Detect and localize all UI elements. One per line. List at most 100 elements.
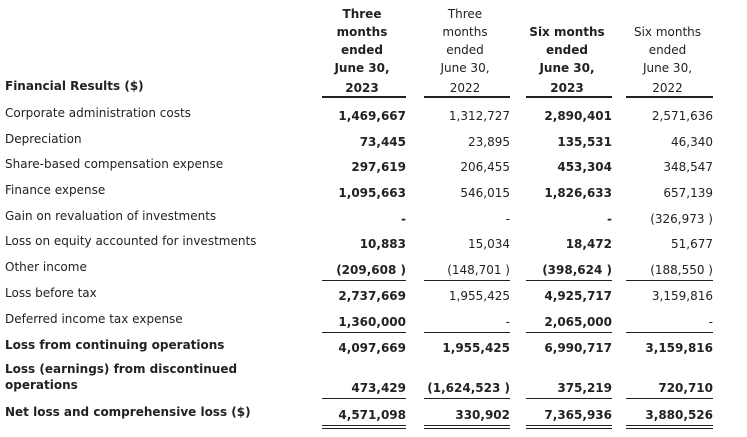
row-label: Deferred income tax expense [5,312,183,326]
cell: 2,737,669 [338,289,406,303]
column-header: ended [446,43,484,57]
cell: - [505,212,510,226]
cell-rule [626,332,713,333]
cell: - [708,315,713,329]
column-header: June 30, [440,61,490,75]
column-header: ended [546,43,588,57]
cell: - [505,315,510,329]
cell: 2,065,000 [544,315,612,329]
cell-rule [626,280,713,281]
cell: 4,097,669 [338,341,406,355]
header-rule [424,96,510,98]
cell: 4,925,717 [544,289,612,303]
cell: 46,340 [671,135,713,149]
column-header: 2023 [550,81,584,95]
column-header: 2023 [345,81,379,95]
cell: 4,571,098 [338,408,406,422]
cell-rule [424,425,510,426]
column-header: months [442,25,488,39]
cell: (326,973 ) [650,212,713,226]
row-label: Depreciation [5,132,82,146]
cell: (1,624,523 ) [427,381,510,395]
cell-rule [526,428,612,429]
column-header: months [336,25,388,39]
cell: 10,883 [359,237,406,251]
cell: 657,139 [663,186,713,200]
cell: 206,455 [460,160,510,174]
cell: (188,550 ) [650,263,713,277]
cell-rule [626,398,713,399]
cell: 1,469,667 [338,109,406,123]
cell: 375,219 [557,381,612,395]
cell: (398,624 ) [542,263,612,277]
column-header: Six months [633,25,702,39]
cell-rule [526,425,612,426]
cell: 348,547 [663,160,713,174]
cell: 720,710 [658,381,713,395]
cell: 1,312,727 [448,109,510,123]
cell: 297,619 [351,160,406,174]
column-header: June 30, [642,61,693,75]
row-label: Finance expense [5,183,106,197]
cell-rule [526,398,612,399]
cell-rule [424,428,510,429]
cell: 51,677 [671,237,713,251]
column-header: ended [648,43,687,57]
header-label: Financial Results ($) [5,79,144,93]
column-header: ended [341,43,383,57]
row-label: Loss on equity accounted for investments [5,234,257,248]
cell: 73,445 [359,135,406,149]
column-header: June 30, [539,61,595,75]
cell: 1,955,425 [448,289,510,303]
cell: 3,880,526 [645,408,713,422]
row-label: Share-based compensation expense [5,157,224,171]
row-label: Net loss and comprehensive loss ($) [5,405,251,419]
row-label: Other income [5,260,87,274]
header-rule [526,96,612,98]
cell-rule [322,332,406,333]
cell-rule [424,280,510,281]
cell: 330,902 [455,408,510,422]
cell: - [401,212,406,226]
cell: 453,304 [557,160,612,174]
cell: 6,990,717 [544,341,612,355]
column-header: June 30, [334,61,390,75]
cell-rule [626,425,713,426]
cell-rule [322,398,406,399]
row-label: Gain on revaluation of investments [5,209,217,223]
row-label: Corporate administration costs [5,106,191,120]
row-label: Loss (earnings) from discontinued operat… [5,362,238,392]
cell: 2,890,401 [544,109,612,123]
cell: 1,955,425 [442,341,510,355]
cell: 18,472 [565,237,612,251]
cell: 7,365,936 [544,408,612,422]
cell: 473,429 [351,381,406,395]
cell: 1,095,663 [338,186,406,200]
row-label: Loss before tax [5,286,97,300]
cell: - [607,212,612,226]
header-rule [322,96,406,98]
column-header: 2022 [652,81,683,95]
cell-rule [626,428,713,429]
cell-rule [322,425,406,426]
cell: (209,608 ) [336,263,406,277]
cell: (148,701 ) [447,263,510,277]
cell-rule [322,280,406,281]
cell: 135,531 [557,135,612,149]
column-header: 2022 [449,81,481,95]
column-header: Three [447,7,483,21]
column-header: Six months [529,25,605,39]
cell-rule [424,332,510,333]
column-header: Three [342,7,382,21]
row-label: Loss from continuing operations [5,338,225,352]
cell: 1,826,633 [544,186,612,200]
cell: 2,571,636 [651,109,713,123]
cell-rule [322,428,406,429]
cell: 3,159,816 [651,289,713,303]
cell: 23,895 [468,135,510,149]
cell: 1,360,000 [338,315,406,329]
cell-rule [526,280,612,281]
cell: 15,034 [468,237,510,251]
cell-rule [526,332,612,333]
header-rule [626,96,713,98]
